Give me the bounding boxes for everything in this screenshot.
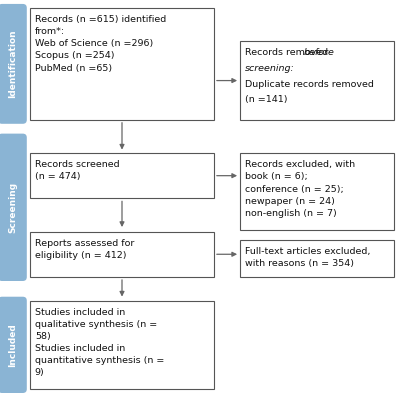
FancyBboxPatch shape [30, 8, 214, 120]
Text: Identification: Identification [8, 29, 17, 98]
FancyBboxPatch shape [240, 41, 394, 120]
FancyBboxPatch shape [0, 297, 27, 393]
FancyBboxPatch shape [30, 153, 214, 198]
Text: screening:: screening: [245, 64, 294, 73]
Text: Screening: Screening [8, 182, 17, 233]
Text: Records (n =615) identified
from*:
Web of Science (n =296)
Scopus (n =254)
PubMe: Records (n =615) identified from*: Web o… [35, 15, 166, 73]
FancyBboxPatch shape [30, 232, 214, 277]
Text: Included: Included [8, 323, 17, 367]
Text: Reports assessed for
eligibility (n = 412): Reports assessed for eligibility (n = 41… [35, 239, 134, 260]
Text: Duplicate records removed: Duplicate records removed [245, 80, 374, 89]
FancyBboxPatch shape [0, 134, 27, 281]
Text: Full-text articles excluded,
with reasons (n = 354): Full-text articles excluded, with reason… [245, 247, 370, 268]
Text: (n =141): (n =141) [245, 95, 287, 105]
FancyBboxPatch shape [240, 240, 394, 277]
Text: Studies included in
qualitative synthesis (n =
58)
Studies included in
quantitat: Studies included in qualitative synthesi… [35, 308, 164, 377]
Text: Records excluded, with
book (n = 6);
conference (n = 25);
newpaper (n = 24)
non-: Records excluded, with book (n = 6); con… [245, 160, 355, 218]
FancyBboxPatch shape [30, 301, 214, 389]
FancyBboxPatch shape [0, 4, 27, 124]
FancyBboxPatch shape [240, 153, 394, 230]
Text: Records screened
(n = 474): Records screened (n = 474) [35, 160, 120, 182]
Text: Records removed: Records removed [245, 48, 331, 57]
Text: before: before [304, 48, 335, 57]
